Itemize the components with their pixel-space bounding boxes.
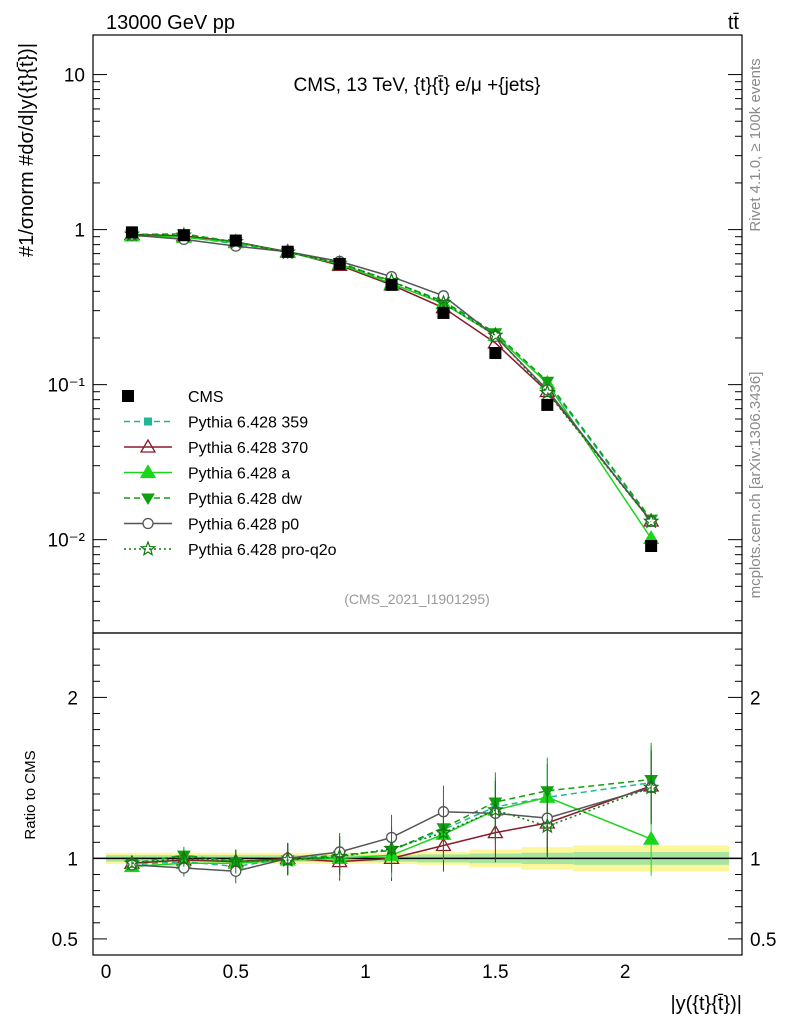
data-point bbox=[489, 346, 502, 359]
legend-marker bbox=[139, 464, 157, 479]
main-panel: CMS, 13 TeV, {t}{t̄} e/μ +{jets} (CMS_20… bbox=[16, 34, 743, 634]
ratio-tick-label-right: 2 bbox=[750, 688, 761, 709]
ratio-panel: Ratio to CMS 2 2 1 1 0.5 0.5 bbox=[22, 632, 776, 956]
legend-label: Pythia 6.428 pro-q2o bbox=[188, 542, 337, 559]
ratio-series-line bbox=[131, 786, 652, 873]
ratio-point bbox=[175, 849, 193, 866]
x-tick-label: 0 bbox=[101, 962, 112, 983]
ratio-tick-label: 1 bbox=[67, 849, 78, 870]
data-point bbox=[541, 398, 554, 411]
data-point bbox=[645, 540, 658, 553]
x-tick-label: 1 bbox=[360, 962, 371, 983]
rivet-label: Rivet 4.1.0, ≥ 100k events bbox=[747, 58, 764, 231]
series-point bbox=[539, 383, 556, 400]
legend-label: Pythia 6.428 359 bbox=[188, 415, 308, 432]
ratio-point bbox=[123, 854, 141, 871]
chart-title: CMS, 13 TeV, {t}{t̄} e/μ +{jets} bbox=[293, 75, 540, 96]
ratio-tick-label: 2 bbox=[67, 688, 78, 709]
y-tick-label: 10⁻¹ bbox=[48, 376, 86, 397]
legend-marker-data bbox=[122, 390, 134, 402]
legend-label: Pythia 6.428 dw bbox=[188, 491, 302, 508]
ratio-series-line bbox=[131, 778, 652, 864]
data-point bbox=[437, 306, 450, 319]
series-line bbox=[131, 233, 652, 522]
y-tick-label: 10⁻² bbox=[48, 531, 86, 552]
y-axis-label: #1/σnorm #dσ/d|y({t}{t̄})| bbox=[16, 43, 38, 257]
ratio-point bbox=[383, 840, 400, 856]
series-line bbox=[131, 233, 652, 522]
ratio-point bbox=[331, 848, 348, 864]
data-point bbox=[333, 257, 346, 270]
ratio-y-label: Ratio to CMS bbox=[22, 750, 39, 839]
legend: CMS Pythia 6.428 359 Pythia 6.428 370 Pythi… bbox=[122, 389, 337, 559]
ratio-point bbox=[643, 830, 660, 845]
ratio-tick-label-right: 1 bbox=[750, 849, 761, 870]
series-point bbox=[540, 376, 555, 389]
x-axis-label: |y({t}{t̄})| bbox=[670, 993, 742, 1015]
series-point bbox=[642, 512, 660, 529]
ratio-series-line bbox=[131, 796, 652, 868]
header-process: tt̄ bbox=[728, 12, 740, 34]
legend-marker bbox=[139, 540, 157, 557]
ratio-point bbox=[538, 817, 556, 834]
legend-marker bbox=[142, 517, 154, 530]
series-point bbox=[435, 294, 452, 310]
legend-label: Pythia 6.428 p0 bbox=[188, 517, 299, 534]
series-point bbox=[487, 326, 504, 343]
legend-label: Pythia 6.428 a bbox=[188, 466, 290, 483]
ratio-frame bbox=[92, 632, 743, 956]
x-tick-label: 2 bbox=[620, 962, 631, 983]
ratio-point bbox=[642, 778, 660, 795]
ratio-series-line bbox=[131, 785, 652, 864]
y-tick-label: 10 bbox=[64, 66, 85, 87]
x-tick-label: 0.5 bbox=[223, 962, 249, 983]
data-point bbox=[125, 226, 138, 239]
series-point bbox=[489, 330, 502, 343]
ratio-point bbox=[279, 851, 297, 868]
mcplots-label: mcplots.cern.ch [arXiv:1306.3436] bbox=[747, 372, 764, 599]
data-point bbox=[177, 229, 190, 242]
data-point bbox=[281, 245, 294, 258]
legend-label: Pythia 6.428 370 bbox=[188, 440, 308, 457]
legend-marker bbox=[141, 493, 155, 505]
y-tick-label: 1 bbox=[74, 221, 85, 242]
ratio-point bbox=[227, 852, 245, 869]
data-point bbox=[229, 234, 242, 247]
x-tick-label: 1.5 bbox=[482, 962, 508, 983]
legend-label-data: CMS bbox=[188, 389, 224, 406]
ratio-tick-label-right: 0.5 bbox=[750, 930, 776, 951]
ratio-point bbox=[435, 823, 452, 840]
ratio-tick-label: 0.5 bbox=[52, 930, 78, 951]
data-point bbox=[385, 278, 398, 291]
series-line bbox=[131, 235, 652, 539]
ratio-point bbox=[487, 801, 504, 818]
header-title: 13000 GeV pp bbox=[106, 12, 235, 34]
legend-marker bbox=[144, 417, 152, 426]
analysis-tag: (CMS_2021_I1901295) bbox=[344, 591, 490, 607]
legend-marker bbox=[139, 438, 157, 453]
